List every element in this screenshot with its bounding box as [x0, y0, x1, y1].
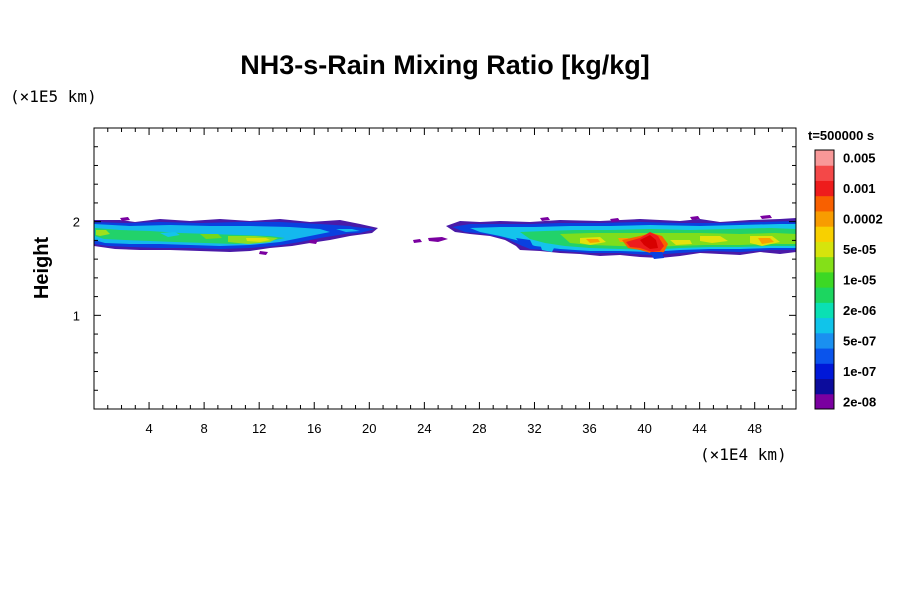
colorbar-swatch [815, 226, 834, 242]
left-band-lime-2 [96, 230, 110, 236]
colorbar-swatch [815, 363, 834, 380]
colorbar-swatch [815, 195, 834, 212]
left-band-cyan-2 [160, 232, 180, 237]
y-tick-label: 2 [73, 215, 80, 230]
colorbar-swatch [815, 317, 834, 334]
x-tick-label: 40 [637, 421, 651, 436]
right-cloud-band [446, 215, 796, 259]
chart-title: NH3-s-Rain Mixing Ratio [kg/kg] [240, 50, 650, 80]
left-band-tail-cyan [336, 229, 360, 232]
y-axis-label: Height [31, 237, 53, 300]
y-axis-unit: (×1E5 km) [10, 87, 97, 106]
colorbar-label: 2e-08 [843, 394, 876, 409]
colorbar-swatch [815, 241, 834, 258]
colorbar-label: 2e-06 [843, 303, 876, 318]
colorbar-label: 1e-07 [843, 364, 876, 379]
colorbar-label: 5e-07 [843, 333, 876, 348]
colorbar-swatch [815, 393, 834, 410]
colorbar-swatch [815, 302, 834, 319]
colorbar-label: 0.001 [843, 181, 876, 196]
right-band-dark-red [640, 235, 658, 249]
x-tick-label: 28 [472, 421, 486, 436]
plot-frame [93, 127, 797, 410]
x-tick-label: 24 [417, 421, 431, 436]
plot-area [94, 215, 796, 259]
colorbar-label: 0.005 [843, 151, 876, 166]
colorbar-swatch [815, 287, 834, 303]
colorbar-swatch [815, 348, 834, 364]
colorbar-swatch [815, 210, 834, 227]
colorbar-swatch [815, 271, 834, 288]
x-tick-label: 4 [145, 421, 152, 436]
x-tick-label: 16 [307, 421, 321, 436]
colorbar-swatch [815, 256, 834, 273]
x-tick-label: 44 [692, 421, 706, 436]
right-band-yellow [580, 236, 780, 246]
colorbar-frame [814, 149, 835, 410]
small-fragment [413, 237, 448, 243]
colorbar-swatch [815, 332, 834, 349]
colorbar-swatch [815, 165, 834, 181]
y-tick-label: 1 [73, 308, 80, 323]
colorbar [815, 150, 834, 410]
x-tick-label: 32 [527, 421, 541, 436]
left-band-yellow [246, 238, 270, 242]
colorbar-swatch [815, 378, 834, 395]
colorbar-swatch [815, 180, 834, 197]
x-tick-label: 12 [252, 421, 266, 436]
colorbar-labels: 2e-08 1e-07 5e-07 2e-06 1e-05 5e-05 0.0002 0.00… [843, 151, 883, 410]
x-tick-label: 20 [362, 421, 376, 436]
time-label: t=500000 s [808, 128, 874, 143]
right-band-cyan-drip [540, 244, 555, 252]
x-tick-label: 8 [201, 421, 208, 436]
left-cloud-band [94, 217, 378, 255]
x-axis-unit: (×1E4 km) [700, 445, 787, 464]
colorbar-label: 0.0002 [843, 212, 883, 227]
axis-ticks [94, 128, 796, 409]
colorbar-swatch [815, 150, 834, 166]
left-band-lime-3 [200, 234, 222, 239]
colorbar-label: 1e-05 [843, 273, 876, 288]
x-tick-label: 36 [582, 421, 596, 436]
x-tick-label: 48 [747, 421, 761, 436]
colorbar-label: 5e-05 [843, 242, 876, 257]
